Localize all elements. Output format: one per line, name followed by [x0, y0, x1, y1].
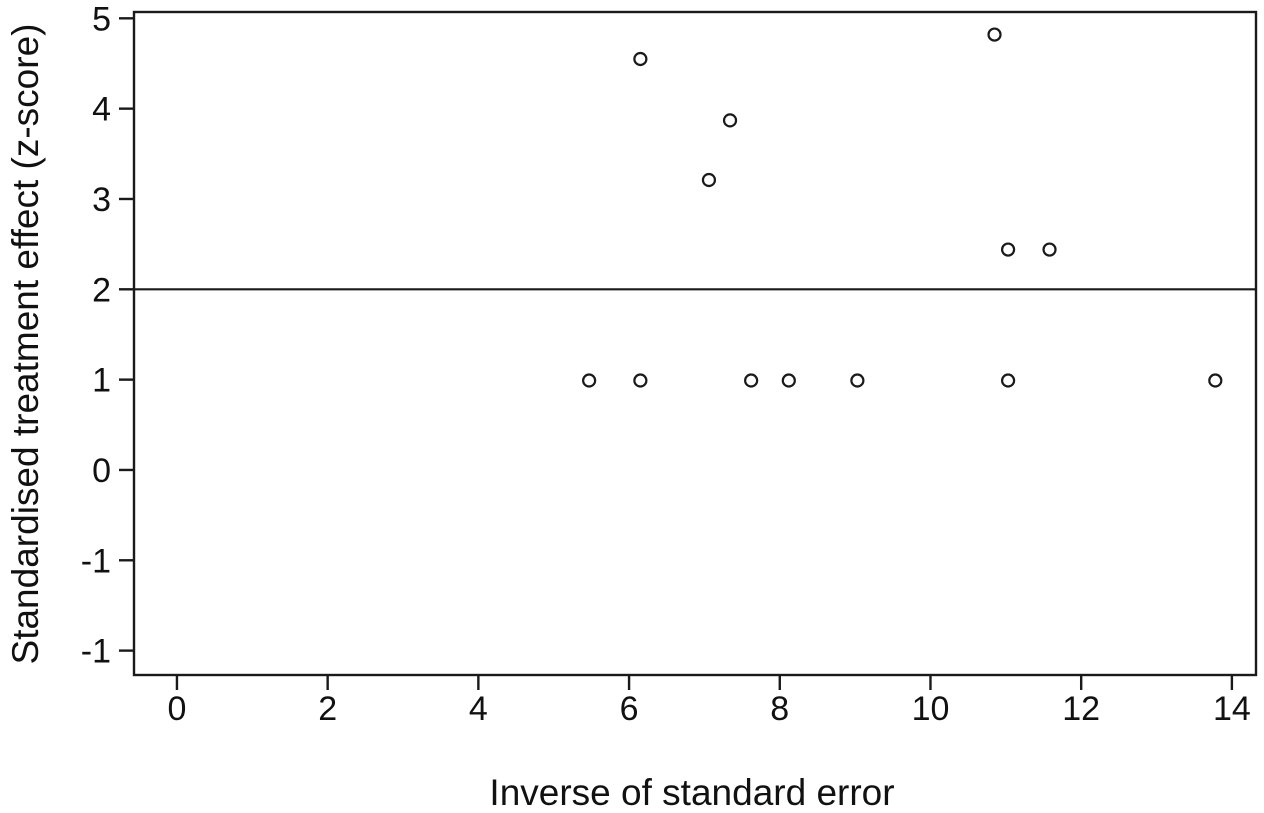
- data-point: [633, 373, 648, 388]
- x-axis-tick-label: 10: [912, 690, 950, 728]
- data-point: [850, 373, 865, 388]
- y-axis-tick-label: 4: [92, 91, 111, 129]
- x-axis-tick-label: 14: [1213, 690, 1251, 728]
- y-axis-tick-label: 5: [92, 0, 111, 38]
- x-axis-tick-label: 0: [167, 690, 186, 728]
- data-point: [633, 51, 648, 67]
- data-point: [722, 113, 738, 128]
- x-axis-title: Inverse of standard error: [489, 772, 895, 813]
- y-axis-tick-label: 3: [92, 181, 111, 219]
- data-point: [1000, 373, 1016, 388]
- y-axis-tick-label: 0: [92, 452, 111, 490]
- y-axis-tick-label: 1: [92, 362, 111, 400]
- data-point: [1042, 242, 1057, 257]
- x-axis-tick-label: 4: [469, 690, 488, 728]
- x-axis-tick-label: 8: [770, 690, 789, 728]
- data-point: [744, 373, 759, 388]
- y-axis-tick-label: -1: [81, 542, 111, 580]
- data-point: [987, 27, 1002, 42]
- x-axis-tick-label: 2: [318, 690, 337, 728]
- x-axis-tick-label: 12: [1062, 690, 1100, 728]
- data-point: [1000, 242, 1016, 257]
- data-point: [781, 373, 796, 388]
- y-axis-tick-label: -1: [81, 633, 111, 671]
- x-axis-tick-label: 6: [620, 690, 639, 728]
- data-point: [701, 172, 717, 188]
- y-axis-tick-label: 2: [92, 271, 111, 309]
- plot-border: [132, 10, 1258, 677]
- data-point: [582, 373, 597, 388]
- data-point: [1208, 373, 1223, 388]
